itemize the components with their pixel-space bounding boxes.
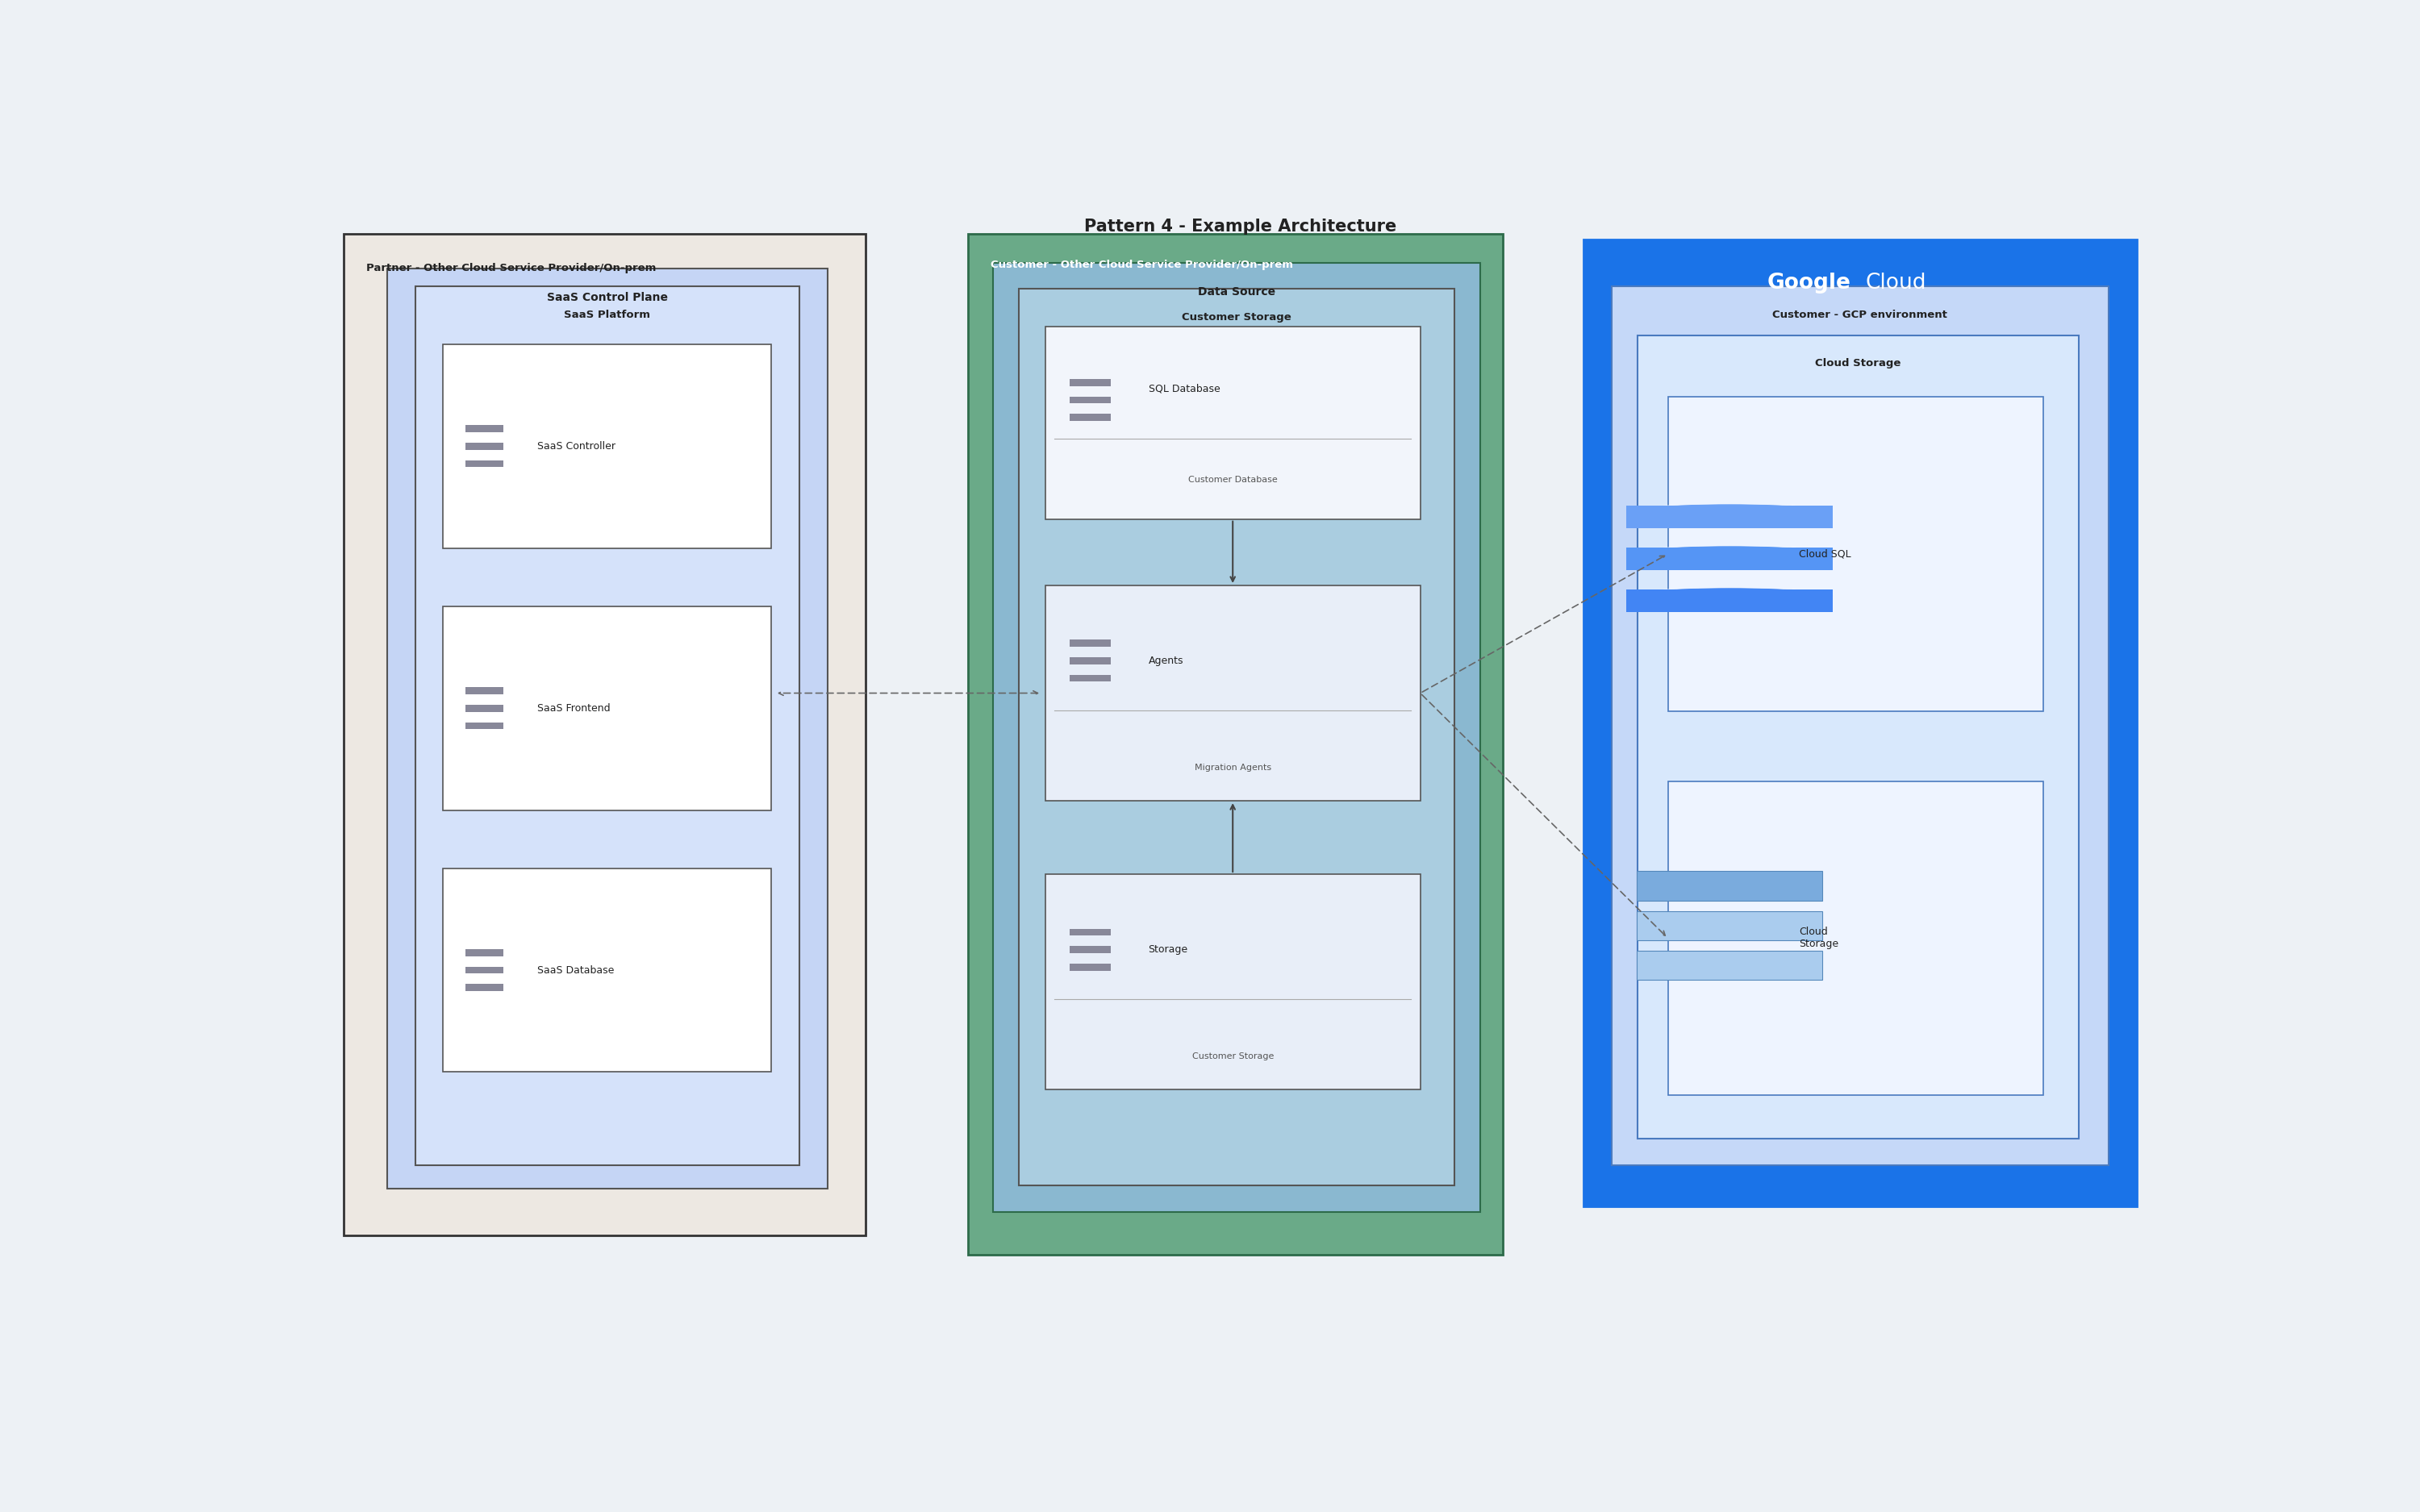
Text: SQL Database: SQL Database — [1150, 383, 1220, 393]
Text: Customer Database: Customer Database — [1188, 476, 1278, 484]
FancyBboxPatch shape — [465, 460, 503, 467]
Text: Partner - Other Cloud Service Provider/On-prem: Partner - Other Cloud Service Provider/O… — [365, 263, 656, 274]
FancyBboxPatch shape — [1045, 585, 1421, 801]
FancyBboxPatch shape — [1638, 336, 2079, 1139]
Text: SaaS Control Plane: SaaS Control Plane — [547, 292, 668, 304]
FancyBboxPatch shape — [968, 234, 1503, 1255]
Text: Migration Agents: Migration Agents — [1195, 764, 1270, 771]
FancyBboxPatch shape — [416, 286, 799, 1166]
FancyBboxPatch shape — [465, 425, 503, 432]
Text: Cloud Storage: Cloud Storage — [1815, 358, 1902, 369]
Text: Pattern 4 - Example Architecture: Pattern 4 - Example Architecture — [1084, 219, 1396, 234]
Text: Data Source: Data Source — [1198, 286, 1275, 298]
FancyBboxPatch shape — [1626, 590, 1832, 612]
FancyBboxPatch shape — [1070, 947, 1111, 953]
FancyBboxPatch shape — [1070, 640, 1111, 647]
Text: Google: Google — [1767, 272, 1851, 293]
Text: Cloud
Storage: Cloud Storage — [1798, 927, 1839, 950]
Text: Customer - Other Cloud Service Provider/On-prem: Customer - Other Cloud Service Provider/… — [990, 260, 1292, 271]
FancyBboxPatch shape — [1636, 871, 1822, 901]
FancyBboxPatch shape — [465, 984, 503, 992]
FancyBboxPatch shape — [1636, 910, 1822, 940]
Ellipse shape — [1626, 546, 1832, 562]
FancyBboxPatch shape — [465, 966, 503, 974]
FancyBboxPatch shape — [1070, 928, 1111, 936]
FancyBboxPatch shape — [1070, 414, 1111, 420]
FancyBboxPatch shape — [1070, 674, 1111, 682]
FancyBboxPatch shape — [1626, 505, 1832, 528]
Ellipse shape — [1626, 503, 1832, 520]
Text: SaaS Platform: SaaS Platform — [564, 310, 651, 321]
Text: Customer - GCP environment: Customer - GCP environment — [1771, 310, 1948, 321]
FancyBboxPatch shape — [387, 269, 828, 1188]
FancyBboxPatch shape — [344, 234, 866, 1235]
FancyBboxPatch shape — [1667, 782, 2042, 1095]
Text: Customer Storage: Customer Storage — [1181, 311, 1292, 322]
FancyBboxPatch shape — [1019, 289, 1454, 1185]
FancyBboxPatch shape — [1070, 380, 1111, 386]
Text: Storage: Storage — [1150, 945, 1188, 954]
FancyBboxPatch shape — [1636, 951, 1822, 980]
Ellipse shape — [1626, 588, 1832, 605]
FancyBboxPatch shape — [465, 950, 503, 956]
FancyBboxPatch shape — [1045, 874, 1421, 1090]
FancyBboxPatch shape — [465, 705, 503, 712]
FancyBboxPatch shape — [1070, 658, 1111, 664]
FancyBboxPatch shape — [1667, 396, 2042, 711]
FancyBboxPatch shape — [443, 345, 772, 549]
FancyBboxPatch shape — [992, 263, 1481, 1211]
FancyBboxPatch shape — [465, 443, 503, 449]
FancyBboxPatch shape — [1070, 963, 1111, 971]
FancyBboxPatch shape — [443, 606, 772, 810]
FancyBboxPatch shape — [1045, 327, 1421, 519]
FancyBboxPatch shape — [1583, 239, 2137, 1207]
Text: SaaS Controller: SaaS Controller — [537, 442, 615, 452]
Text: SaaS Frontend: SaaS Frontend — [537, 703, 610, 714]
FancyBboxPatch shape — [443, 868, 772, 1072]
FancyBboxPatch shape — [465, 723, 503, 729]
Text: Cloud: Cloud — [1866, 272, 1926, 293]
Text: Cloud SQL: Cloud SQL — [1798, 549, 1851, 559]
FancyBboxPatch shape — [465, 688, 503, 694]
Text: SaaS Database: SaaS Database — [537, 965, 615, 975]
FancyBboxPatch shape — [1070, 396, 1111, 404]
Text: Agents: Agents — [1150, 656, 1183, 667]
Text: Customer Storage: Customer Storage — [1193, 1052, 1273, 1060]
FancyBboxPatch shape — [1626, 547, 1832, 570]
FancyBboxPatch shape — [1612, 286, 2108, 1166]
